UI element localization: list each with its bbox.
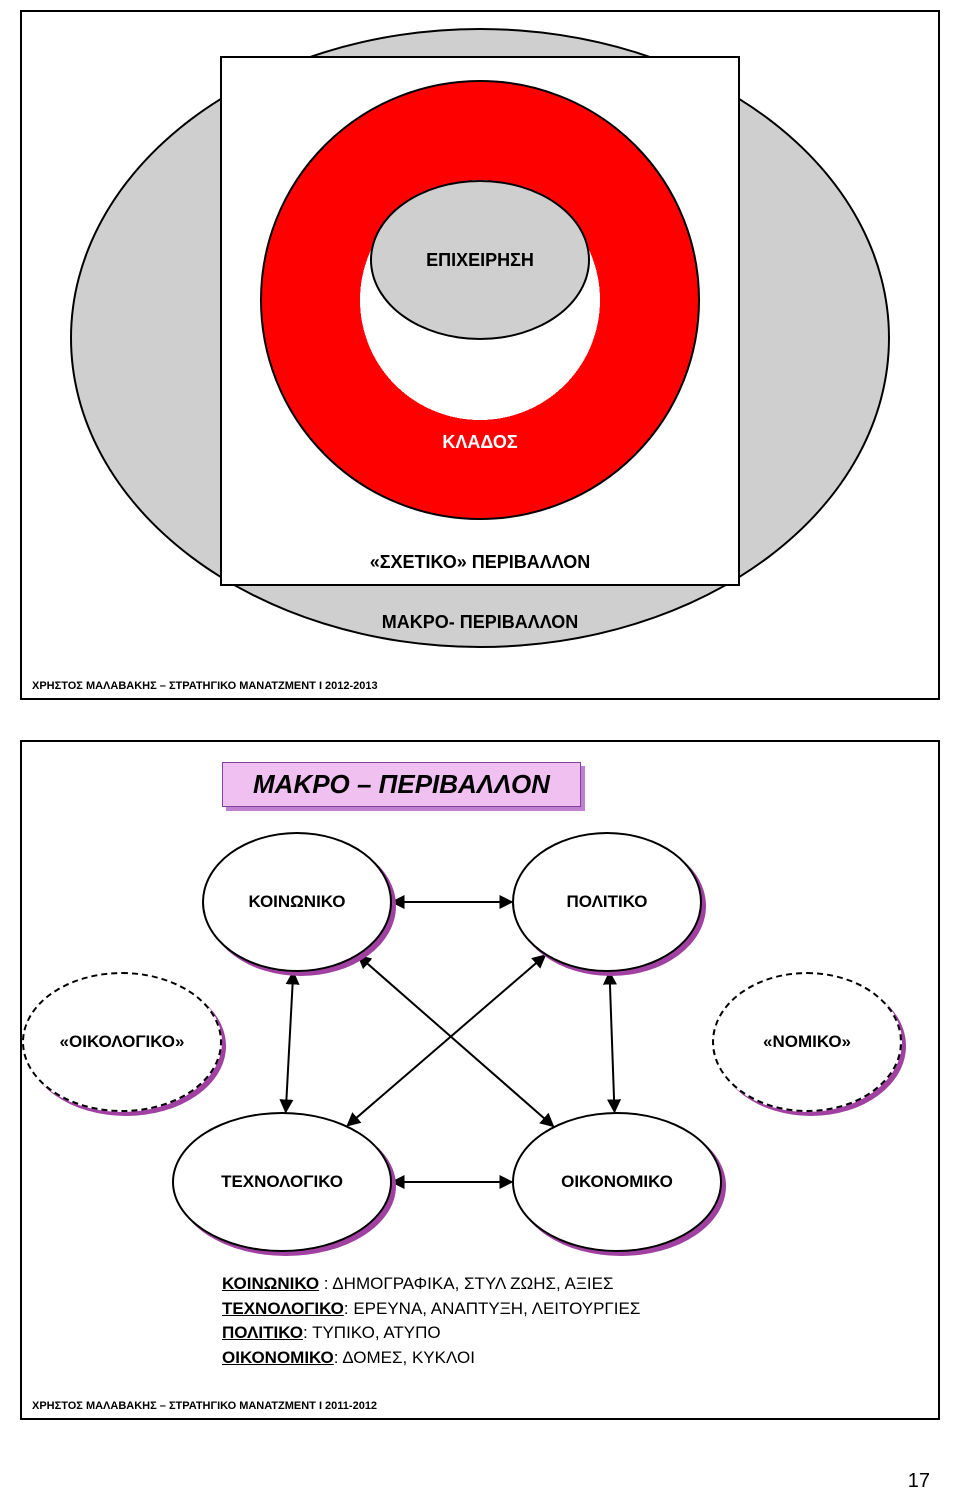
legend-text: : ΤΥΠΙΚΟ, ΑΤΥΠΟ	[303, 1323, 441, 1342]
legend-text: : ΔΗΜΟΓΡΑΦΙΚΑ, ΣΤΥΛ ΖΩΗΣ, ΑΞΙΕΣ	[319, 1274, 613, 1293]
node-oikologiko: «ΟΙΚΟΛΟΓΙΚΟ»	[22, 972, 222, 1112]
relative-environment-label: «ΣΧΕΤΙΚΟ» ΠΕΡΙΒΑΛΛΟΝ	[22, 552, 938, 573]
work-environment-label-1: ΠΕΡΙΒΑΛΛΟΝ	[22, 370, 938, 391]
node-oikonomiko: ΟΙΚΟΝΟΜΙΚΟ	[512, 1112, 722, 1252]
node-politiko: ΠΟΛΙΤΙΚΟ	[512, 832, 702, 972]
slide-title: ΜΑΚΡΟ – ΠΕΡΙΒΑΛΛΟΝ	[222, 762, 581, 807]
legend-key: ΤΕΧΝΟΛΟΓΙΚΟ	[222, 1299, 344, 1318]
node-texnologiko: ΤΕΧΝΟΛΟΓΙΚΟ	[172, 1112, 392, 1252]
slide-macro-environment-network: ΜΑΚΡΟ – ΠΕΡΙΒΑΛΛΟΝ ΚΟΙΝΩΝΙΚΟ ΠΟΛΙΤΙΚΟ «ΟΙΚ…	[20, 740, 940, 1420]
slide-environment-layers: ΕΠΙΧΕΙΡΗΣΗ ΠΕΡΙΒΑΛΛΟΝ «ΔΟΥΛΕΙΑΣ» ΚΛΑΔΟΣ …	[20, 10, 940, 700]
industry-label: ΚΛΑΔΟΣ	[22, 432, 938, 453]
legend-text: : ΕΡΕΥΝΑ, ΑΝΑΠΤΥΞΗ, ΛΕΙΤΟΥΡΓΙΕΣ	[344, 1299, 641, 1318]
work-environment-label-2: «ΔΟΥΛΕΙΑΣ»	[22, 394, 938, 415]
macro-environment-label: ΜΑΚΡΟ- ΠΕΡΙΒΑΛΛΟΝ	[22, 612, 938, 633]
page-number: 17	[908, 1470, 930, 1493]
company-core-label: ΕΠΙΧΕΙΡΗΣΗ	[426, 250, 534, 271]
legend-text: : ΔΟΜΕΣ, ΚΥΚΛΟΙ	[334, 1348, 475, 1367]
legend-key: ΠΟΛΙΤΙΚΟ	[222, 1323, 303, 1342]
company-core-oval: ΕΠΙΧΕΙΡΗΣΗ	[370, 180, 590, 340]
node-koinoniko: ΚΟΙΝΩΝΙΚΟ	[202, 832, 392, 972]
slide-footer: ΧΡΗΣΤΟΣ ΜΑΛΑΒΑΚΗΣ – ΣΤΡΑΤΗΓΙΚΟ ΜΑΝΑΤΖΜΕΝ…	[32, 680, 378, 692]
legend: ΚΟΙΝΩΝΙΚΟ : ΔΗΜΟΓΡΑΦΙΚΑ, ΣΤΥΛ ΖΩΗΣ, ΑΞΙΕ…	[222, 1272, 640, 1371]
slide-footer: ΧΡΗΣΤΟΣ ΜΑΛΑΒΑΚΗΣ – ΣΤΡΑΤΗΓΙΚΟ ΜΑΝΑΤΖΜΕΝ…	[32, 1400, 377, 1412]
legend-key: ΟΙΚΟΝΟΜΙΚΟ	[222, 1348, 334, 1367]
node-nomiko: «ΝΟΜΙΚΟ»	[712, 972, 902, 1112]
legend-key: ΚΟΙΝΩΝΙΚΟ	[222, 1274, 319, 1293]
